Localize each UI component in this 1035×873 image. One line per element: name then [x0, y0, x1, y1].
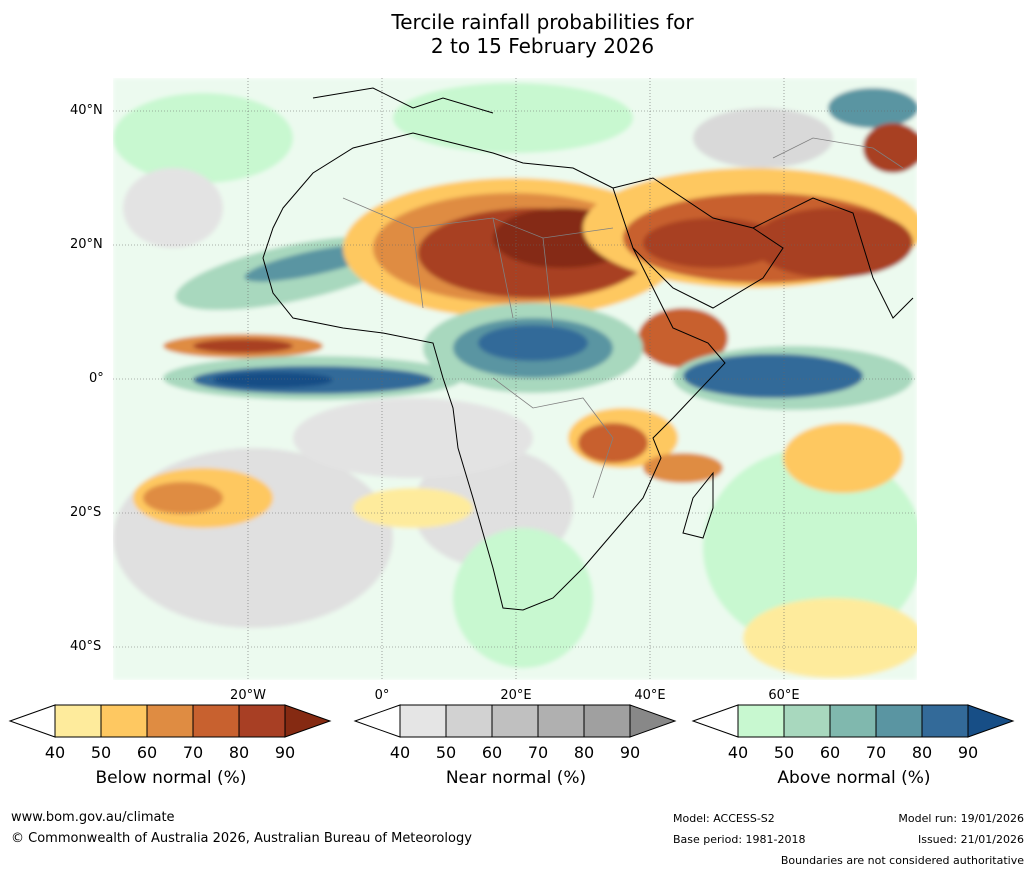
- legend-above-tick-90: 90: [957, 743, 979, 762]
- country-borders: [342, 137, 904, 499]
- legend-above-arrow-high: [967, 704, 1015, 738]
- legend-colorbars: [8, 704, 1015, 738]
- legend-below-tick-90: 90: [274, 743, 296, 762]
- legend-near-tick-70: 70: [527, 743, 549, 762]
- map-title-line2: 2 to 15 February 2026: [430, 34, 655, 58]
- legend-below-swatch-50: [100, 704, 148, 738]
- lat-label-20s: 20°S: [70, 505, 102, 520]
- lat-label-40n: 40°N: [70, 103, 103, 118]
- website-link[interactable]: www.bom.gov.au/climate: [11, 810, 175, 825]
- legend-near-arrow-high: [629, 704, 677, 738]
- legend-above-swatch-50: [783, 704, 831, 738]
- legend-above-swatch-70: [875, 704, 923, 738]
- legend-above-swatch-40: [737, 704, 785, 738]
- copyright-text: © Commonwealth of Australia 2026, Austra…: [11, 831, 472, 846]
- legend-above-swatch-80: [921, 704, 969, 738]
- lon-label-20e: 20°E: [500, 688, 532, 703]
- legend-above-tick-40: 40: [727, 743, 749, 762]
- legend-near-tick-90: 90: [619, 743, 641, 762]
- legend-title-near: Near normal (%): [445, 768, 587, 788]
- model-run-text: Model run: 19/01/2026: [898, 812, 1024, 825]
- legend-title-above: Above normal (%): [777, 768, 931, 788]
- disclaimer-text: Boundaries are not considered authoritat…: [780, 854, 1024, 867]
- legend-near-tick-80: 80: [573, 743, 595, 762]
- legend-near-tick-50: 50: [435, 743, 457, 762]
- legend-below-swatch-70: [192, 704, 240, 738]
- legend-below-arrow-low: [8, 704, 56, 738]
- map-canvas: [113, 78, 917, 680]
- legend-below-tick-70: 70: [182, 743, 204, 762]
- lon-label-20w: 20°W: [230, 688, 266, 703]
- legend-near-swatch-60: [491, 704, 539, 738]
- legend-near-tick-60: 60: [481, 743, 503, 762]
- legend-above-tick-60: 60: [819, 743, 841, 762]
- lat-label-20n: 20°N: [70, 237, 103, 252]
- base-period-text: Base period: 1981-2018: [673, 833, 806, 846]
- legend-title-below: Below normal (%): [95, 768, 247, 788]
- legend-near-swatch-80: [583, 704, 631, 738]
- legend-above-tick-50: 50: [773, 743, 795, 762]
- legend-below-arrow-high: [284, 704, 332, 738]
- coastlines: [262, 87, 914, 611]
- graticule: [113, 78, 917, 680]
- rainfall-probability-map: [113, 78, 917, 680]
- issued-text: Issued: 21/01/2026: [917, 833, 1024, 846]
- legend-near-tick-40: 40: [389, 743, 411, 762]
- lon-label-40e: 40°E: [634, 688, 666, 703]
- legend-near-swatch-40: [399, 704, 447, 738]
- lat-label-40s: 40°S: [70, 639, 102, 654]
- legend-below-swatch-60: [146, 704, 194, 738]
- legend-below-swatch-80: [238, 704, 286, 738]
- legend-below-tick-80: 80: [228, 743, 250, 762]
- legend-above-tick-70: 70: [865, 743, 887, 762]
- lon-label-60e: 60°E: [768, 688, 800, 703]
- legend-below-tick-60: 60: [136, 743, 158, 762]
- legend-below-tick-40: 40: [44, 743, 66, 762]
- legend-above-swatch-60: [829, 704, 877, 738]
- legend-below-swatch-40: [54, 704, 102, 738]
- legend-near-swatch-70: [537, 704, 585, 738]
- legend-near-arrow-low: [353, 704, 401, 738]
- model-text: Model: ACCESS-S2: [673, 812, 775, 825]
- legend-above-tick-80: 80: [911, 743, 933, 762]
- legend-near-swatch-50: [445, 704, 493, 738]
- map-title-line1: Tercile rainfall probabilities for: [391, 10, 694, 34]
- lon-label-0: 0°: [374, 688, 390, 703]
- lat-label-0: 0°: [89, 371, 104, 386]
- legend-above-arrow-low: [691, 704, 739, 738]
- legend-below-tick-50: 50: [90, 743, 112, 762]
